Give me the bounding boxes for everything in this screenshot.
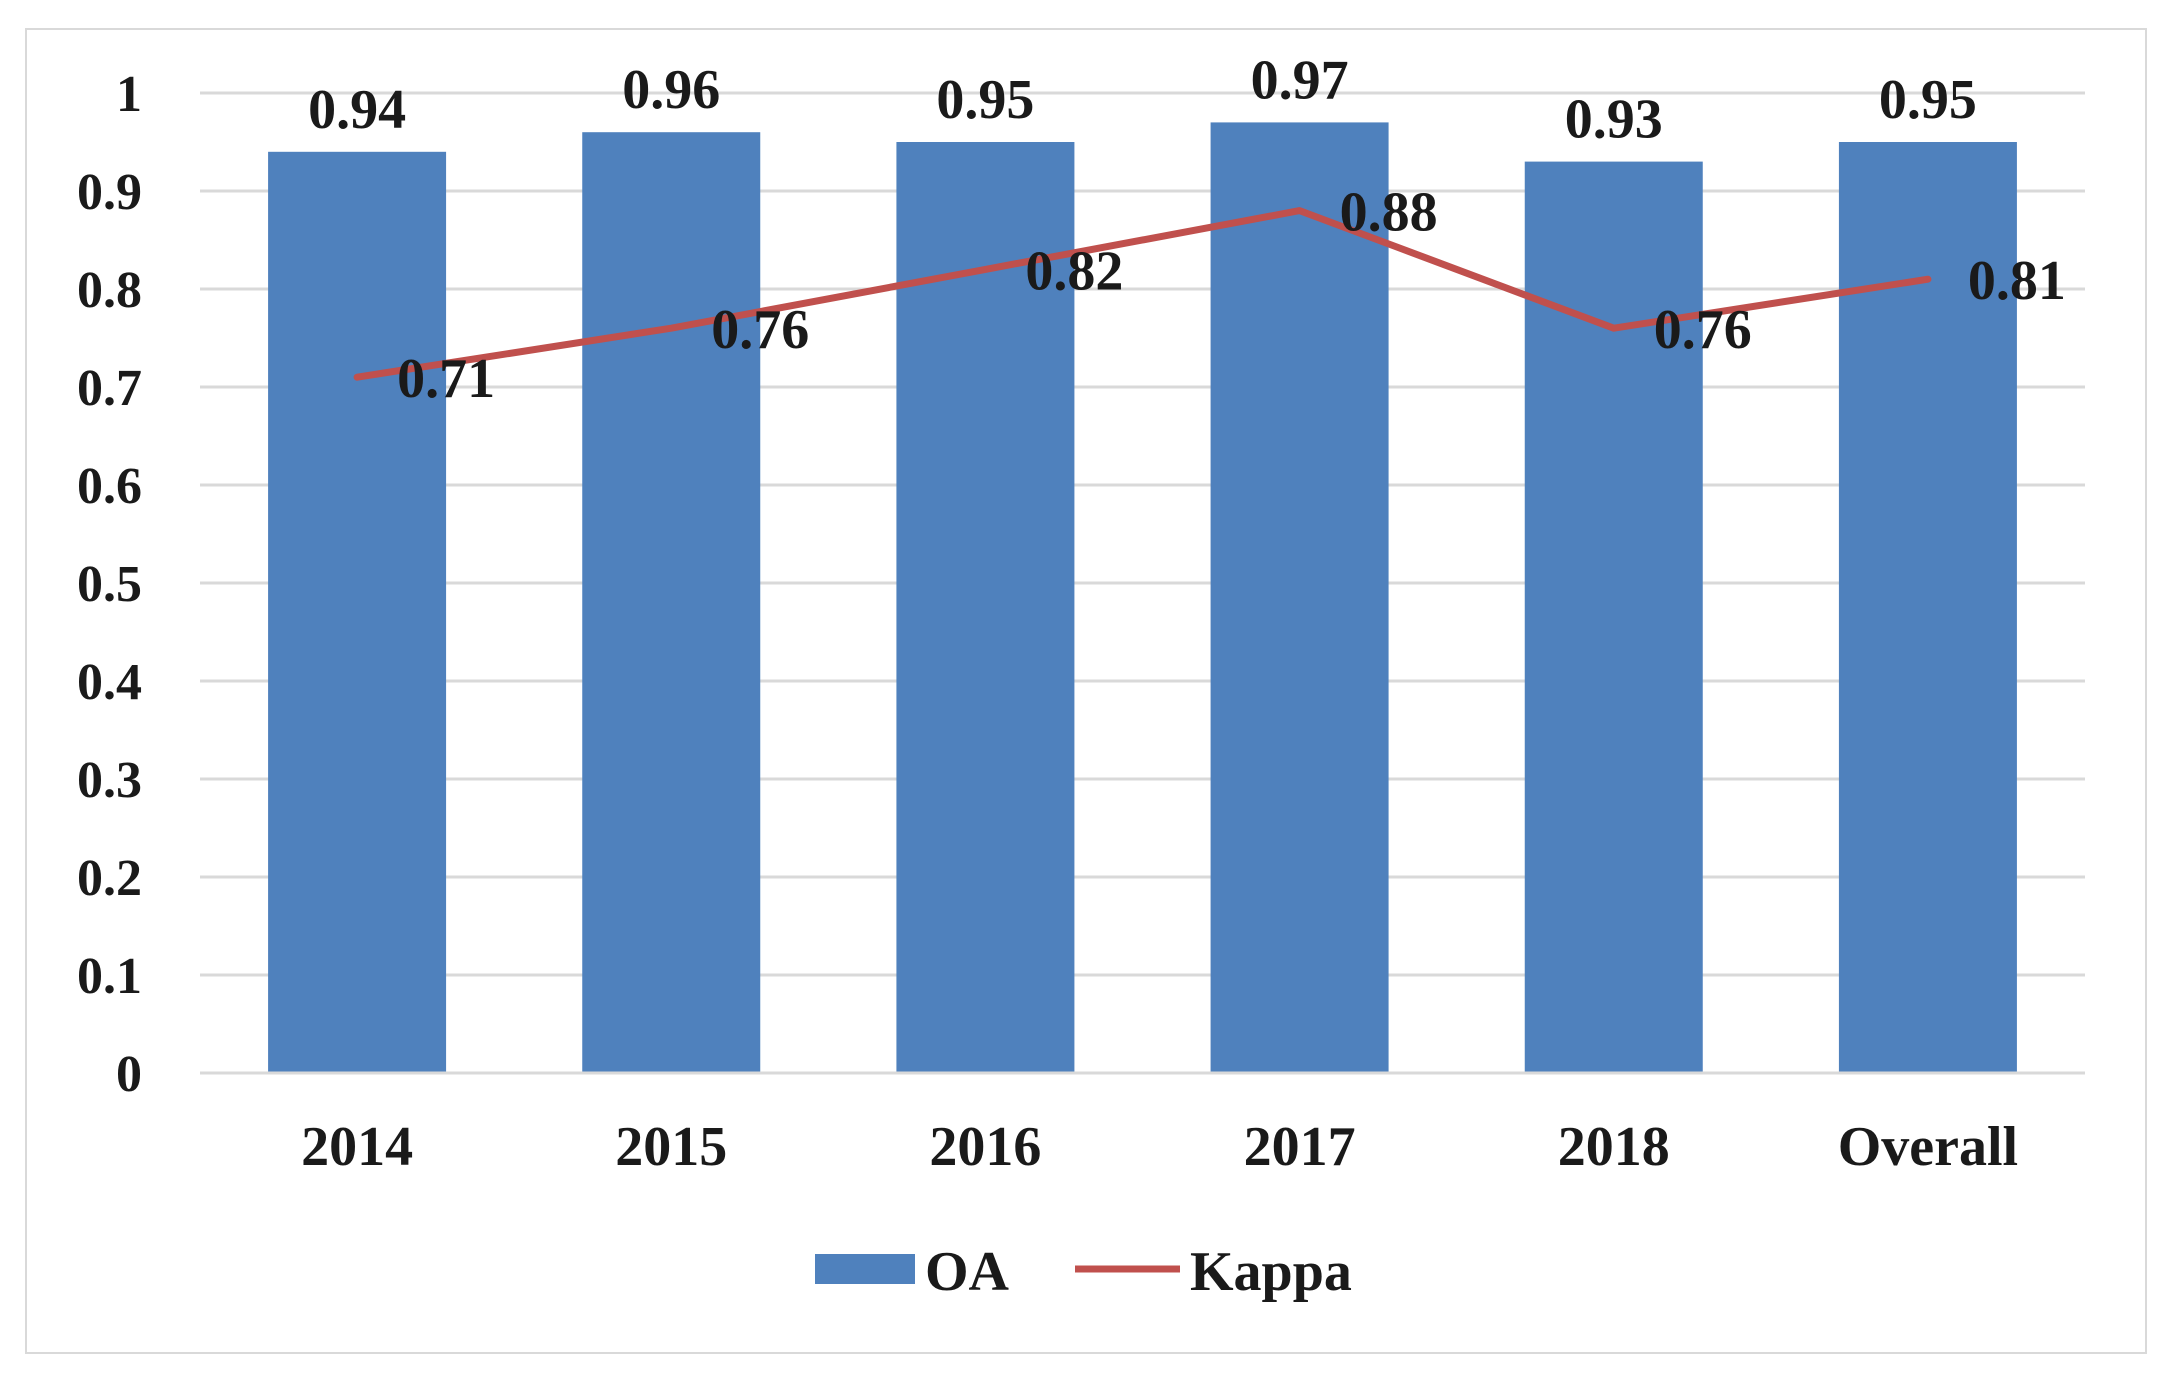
oa-bar-2015 [582,132,761,1073]
oa-bar-2017 [1210,122,1389,1073]
y-tick-label: 0.2 [77,850,142,907]
kappa-data-label: 0.71 [397,348,495,410]
y-axis-ticks: 0 0.1 0.2 0.3 0.4 0.5 0.6 0.7 0.8 0.9 1 [77,66,142,1103]
oa-data-label: 0.93 [1565,89,1663,151]
oa-bar-overall [1838,142,2017,1073]
legend-oa-label: OA [925,1241,1010,1303]
y-tick-label: 0.1 [77,948,142,1005]
y-tick-label: 0.6 [77,458,142,515]
kappa-line [353,207,1932,381]
oa-bar-2016 [896,142,1075,1073]
oa-bar-2014 [268,151,447,1074]
legend-kappa-label: Kappa [1190,1241,1352,1303]
y-tick-label: 0 [116,1046,142,1103]
y-tick-label: 1 [116,66,142,123]
y-tick-label: 0.3 [77,752,142,809]
kappa-data-label: 0.76 [1654,299,1752,361]
legend: OA Kappa [815,1241,1352,1303]
y-tick-label: 0.4 [77,654,142,711]
kappa-data-labels: 0.71 0.76 0.82 0.88 0.76 0.81 [397,182,2066,411]
legend-oa-swatch [815,1254,915,1284]
kappa-data-label: 0.81 [1968,250,2066,312]
oa-data-label: 0.95 [1879,69,1977,131]
gridlines [200,91,2085,977]
oa-bars [268,122,2017,1074]
oa-bar-2018 [1524,161,1703,1074]
y-tick-label: 0.5 [77,556,142,613]
oa-data-label: 0.94 [308,79,406,141]
kappa-series-line [353,207,1932,381]
kappa-data-label: 0.88 [1340,182,1438,244]
oa-data-label: 0.97 [1251,49,1349,111]
oa-data-labels: 0.94 0.96 0.95 0.97 0.93 0.95 [308,49,1977,150]
oa-data-label: 0.95 [936,69,1034,131]
y-tick-label: 0.9 [77,164,142,221]
kappa-data-label: 0.76 [711,299,809,361]
x-axis-label: 2014 [301,1116,413,1178]
x-axis-label: 2015 [615,1116,727,1178]
x-axis-label: 2016 [929,1116,1041,1178]
x-axis-label: 2017 [1244,1116,1356,1178]
y-tick-label: 0.8 [77,262,142,319]
oa-data-label: 0.96 [622,59,720,121]
x-axis-labels: 2014 2015 2016 2017 2018 Overall [301,1116,2018,1178]
y-tick-label: 0.7 [77,360,142,417]
x-axis-label: Overall [1838,1116,2018,1178]
kappa-data-label: 0.82 [1025,240,1123,302]
x-axis-label: 2018 [1558,1116,1670,1178]
